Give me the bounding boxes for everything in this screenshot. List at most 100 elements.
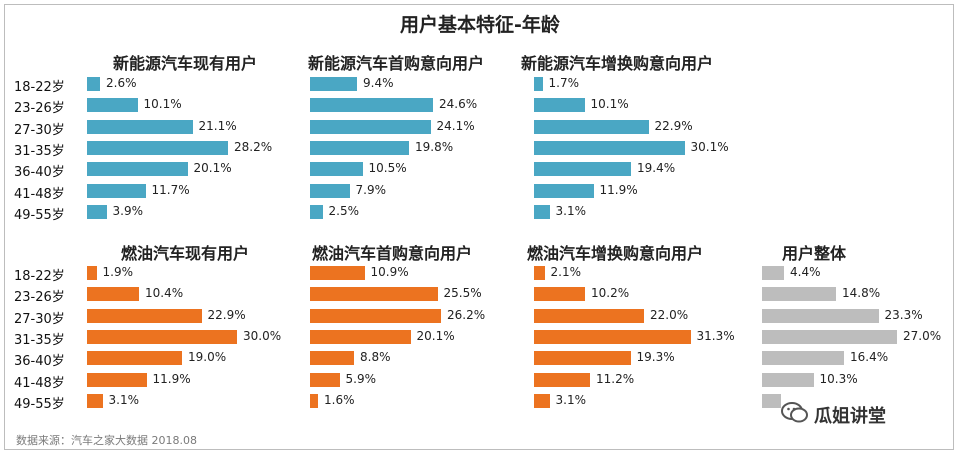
bar bbox=[534, 119, 649, 134]
bar bbox=[310, 393, 318, 408]
chart-title: 新能源汽车现有用户 bbox=[112, 54, 258, 73]
data-source-note: 数据来源：汽车之家大数据 2018.08 bbox=[16, 434, 197, 447]
age-category-label: 36-40岁 bbox=[14, 165, 65, 181]
bar-value-label: 23.3% bbox=[884, 307, 923, 322]
bar-value-label: 28.2% bbox=[234, 139, 273, 154]
bar-value-label: 8.8% bbox=[360, 350, 391, 365]
bar bbox=[87, 393, 103, 408]
age-category-label: 18-22岁 bbox=[14, 269, 65, 284]
chart-title: 用户整体 bbox=[781, 244, 847, 263]
bar bbox=[310, 329, 411, 344]
watermark: 瓜姐讲堂 bbox=[780, 400, 940, 428]
bar bbox=[534, 329, 691, 344]
age-category-label: 31-35岁 bbox=[14, 332, 65, 348]
age-category-label: 18-22岁 bbox=[14, 80, 65, 95]
age-category-label: 36-40岁 bbox=[14, 354, 65, 370]
bar bbox=[310, 287, 438, 302]
bar-value-label: 20.1% bbox=[416, 328, 455, 343]
bar bbox=[310, 266, 365, 280]
wechat-icon bbox=[781, 402, 808, 423]
bar-value-label: 20.1% bbox=[193, 161, 232, 176]
bar bbox=[310, 351, 354, 366]
bar-value-label: 4.4% bbox=[790, 265, 821, 279]
bar-value-label: 10.1% bbox=[590, 97, 629, 112]
bar bbox=[762, 329, 897, 344]
bar-value-label: 10.4% bbox=[145, 286, 184, 301]
bar-value-label: 2.1% bbox=[550, 265, 582, 279]
bar bbox=[310, 204, 323, 219]
bar bbox=[762, 308, 879, 323]
bar-value-label: 10.3% bbox=[819, 371, 858, 386]
chart-title: 燃油汽车首购意向用户 bbox=[311, 244, 473, 263]
bar-value-label: 22.9% bbox=[654, 118, 693, 133]
bar bbox=[87, 308, 202, 323]
age-category-label: 27-30岁 bbox=[14, 122, 65, 138]
bar bbox=[534, 266, 545, 280]
bar-value-label: 10.9% bbox=[370, 265, 409, 279]
chart-title: 新能源汽车首购意向用户 bbox=[307, 54, 485, 73]
bar bbox=[310, 119, 431, 134]
bar-value-label: 19.4% bbox=[637, 161, 676, 176]
age-category-label: 41-48岁 bbox=[14, 186, 65, 202]
bar bbox=[87, 287, 139, 302]
bar-value-label: 1.6% bbox=[324, 392, 355, 407]
bar bbox=[534, 372, 590, 387]
age-category-label: 23-26岁 bbox=[14, 290, 65, 306]
bar-value-label: 11.9% bbox=[152, 371, 191, 386]
bar bbox=[534, 183, 594, 198]
bar-value-label: 3.9% bbox=[112, 203, 144, 218]
bar-value-label: 19.3% bbox=[636, 350, 675, 365]
bar bbox=[762, 287, 836, 302]
bar bbox=[534, 162, 631, 177]
bar bbox=[87, 372, 147, 387]
bar-value-label: 9.4% bbox=[363, 76, 394, 90]
bar bbox=[87, 162, 188, 177]
bar-value-label: 11.2% bbox=[596, 371, 635, 386]
bar bbox=[762, 372, 814, 387]
bar-value-label: 22.9% bbox=[207, 307, 246, 322]
bar-value-label: 7.9% bbox=[355, 182, 387, 197]
age-category-label: 41-48岁 bbox=[14, 375, 65, 391]
bar-value-label: 3.1% bbox=[555, 203, 587, 218]
chart-title: 燃油汽车增换购意向用户 bbox=[526, 244, 704, 263]
bar bbox=[534, 204, 550, 219]
bar bbox=[762, 351, 844, 366]
bar bbox=[310, 140, 409, 155]
age-category-label: 49-55岁 bbox=[14, 207, 65, 223]
bar bbox=[87, 140, 228, 155]
bar bbox=[87, 98, 138, 113]
bar bbox=[762, 266, 784, 280]
bar-value-label: 30.1% bbox=[690, 139, 729, 154]
age-category-label: 31-35岁 bbox=[14, 143, 65, 159]
age-category-label: 49-55岁 bbox=[14, 396, 65, 412]
bar-value-label: 3.1% bbox=[108, 392, 140, 407]
bar bbox=[534, 393, 550, 408]
bar bbox=[87, 329, 237, 344]
bar bbox=[534, 287, 585, 302]
main-title: 用户基本特征-年龄 bbox=[400, 14, 560, 36]
age-category-label: 27-30岁 bbox=[14, 311, 65, 327]
bar bbox=[534, 351, 631, 366]
bar bbox=[87, 204, 107, 219]
bar-value-label: 10.5% bbox=[368, 161, 407, 176]
bar bbox=[534, 98, 585, 113]
bar bbox=[534, 77, 543, 91]
age-category-label: 23-26岁 bbox=[14, 101, 65, 117]
bar-value-label: 27.0% bbox=[903, 328, 942, 343]
bar-value-label: 31.3% bbox=[696, 328, 735, 343]
bar-value-label: 30.0% bbox=[243, 328, 282, 343]
bar bbox=[310, 183, 350, 198]
bar-value-label: 5.9% bbox=[345, 371, 377, 386]
bar bbox=[534, 308, 644, 323]
bar-value-label: 10.1% bbox=[143, 97, 182, 112]
bar bbox=[310, 372, 340, 387]
bar bbox=[310, 308, 441, 323]
bar bbox=[310, 77, 357, 91]
bar bbox=[87, 183, 146, 198]
bar bbox=[87, 77, 100, 91]
bar-value-label: 22.0% bbox=[650, 307, 689, 322]
bar-value-label: 3.1% bbox=[555, 392, 587, 407]
bar bbox=[310, 98, 433, 113]
bar bbox=[762, 393, 781, 408]
bar-value-label: 11.7% bbox=[151, 182, 190, 197]
